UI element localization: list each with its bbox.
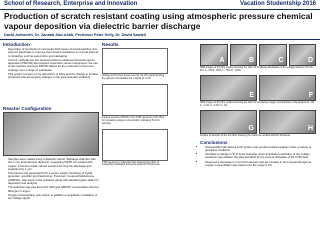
- ftir-plot: [102, 128, 168, 161]
- panel-label: E: [249, 91, 254, 99]
- author-rule: [0, 39, 320, 40]
- caption: Infrared spectra (ATR-IR) of the FTIR sp…: [102, 115, 165, 125]
- bullet: Samples were coated using a dielectric b…: [8, 157, 99, 171]
- panel-label: D: [307, 57, 313, 64]
- bullet: Identified a change in Si-O bond charact…: [205, 153, 316, 160]
- bullet: Observed a decrease in C-H bond intensit…: [205, 160, 316, 168]
- bullet-list: Successfully built plasma CVD system and…: [200, 145, 316, 168]
- sem-image: B: [229, 44, 257, 66]
- reactor-section: Reactor Configuration Samples were coate…: [3, 106, 99, 202]
- panel-label: G: [248, 124, 254, 132]
- sem-image: F: [259, 74, 316, 101]
- poster-title: Production of scratch resistant coating …: [4, 11, 313, 31]
- reactor-photo: [3, 112, 99, 156]
- panel-label: C: [278, 57, 284, 64]
- panel-label: A: [219, 57, 225, 64]
- voltage-plot: [102, 48, 168, 74]
- panel-label: H: [307, 124, 313, 132]
- ftir-plot: [102, 83, 168, 116]
- section-heading: Introduction: [3, 42, 30, 47]
- sem-image: D: [288, 44, 316, 66]
- panel-label: F: [308, 91, 313, 99]
- authors: David Ashworth, Dr. Zanaab Abd-Allah, Pr…: [4, 33, 147, 37]
- bullet-list: Deposition of hundreds of nanometre thic…: [3, 47, 99, 80]
- header-rule: [0, 9, 320, 10]
- poster: School of Research, Enterprise and Innov…: [0, 0, 320, 226]
- bullet: Current methods use low pressure plasma …: [8, 58, 99, 72]
- sem-image: A: [200, 44, 228, 66]
- bullet: The plasma was generated from a power su…: [8, 172, 99, 185]
- caption: SEM images of thin film surface showing …: [200, 100, 315, 107]
- results-section: Results Voltage and Current traces over …: [102, 42, 200, 167]
- section-heading: Reactor Configuration: [3, 106, 52, 111]
- section-heading: Conclusions: [200, 139, 228, 145]
- header-right: Vacation Studentship 2016: [239, 1, 316, 7]
- bullet: Deposition of hundreds of nanometre thic…: [8, 47, 99, 58]
- bullet-list: Samples were coated using a dielectric b…: [3, 157, 99, 201]
- bullet: Successfully built plasma CVD system and…: [205, 145, 316, 153]
- sem-image: C: [259, 44, 287, 66]
- caption: SEM images of thin film surface showing …: [200, 66, 314, 72]
- header-left: School of Research, Enterprise and Innov…: [4, 1, 138, 7]
- bullet: The total flow rate was fixed at 5 SLM a…: [8, 186, 99, 193]
- caption: FTIR spectrum of silica thin films showi…: [102, 160, 161, 167]
- intro-section: Introduction Deposition of hundreds of n…: [3, 42, 99, 81]
- bullet: Oxygen concentration was varied, in addi…: [8, 193, 99, 201]
- caption: Voltage and Current traces over the 10 k…: [102, 74, 165, 80]
- section-heading: Results: [102, 42, 119, 47]
- sem-image: H: [259, 109, 316, 134]
- panel-label: B: [248, 57, 254, 64]
- caption: Surface of samples of the thin films sho…: [200, 133, 291, 137]
- sem-image: G: [200, 109, 257, 134]
- bullet: This project focuses on the deposition o…: [8, 73, 99, 80]
- sem-image: E: [200, 74, 257, 101]
- sem-section: A B C D SEM images of thin film surface sho…: [200, 44, 316, 168]
